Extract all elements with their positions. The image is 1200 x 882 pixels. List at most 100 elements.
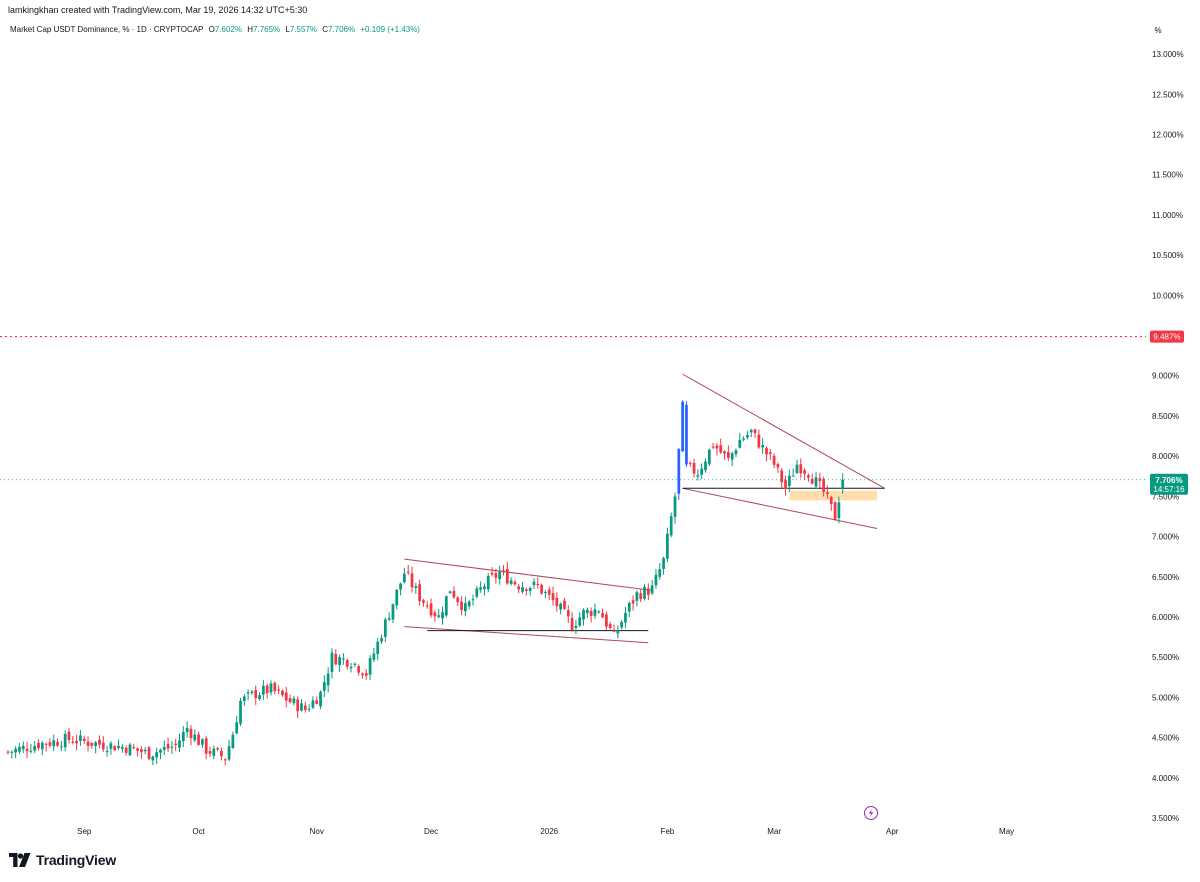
candle-body xyxy=(254,690,258,699)
candle-body xyxy=(536,583,540,585)
candle-body xyxy=(376,641,380,655)
candle-body xyxy=(300,703,303,711)
candle-body xyxy=(406,571,410,573)
candle-body xyxy=(105,751,109,753)
candle-body xyxy=(654,574,658,586)
price-axis[interactable]: % 13.000% 12.500% 12.000% 11.500% 11.000% 10.5… xyxy=(1152,26,1184,823)
candle-body xyxy=(513,581,517,585)
candle-body xyxy=(387,618,391,620)
price-tick-label: 12.000% xyxy=(1152,130,1184,139)
candle-body xyxy=(723,451,726,454)
candle-body xyxy=(90,742,94,746)
candle-body xyxy=(277,689,280,691)
candle-body xyxy=(246,692,250,694)
candle-body xyxy=(563,600,566,609)
candle-body xyxy=(63,733,67,748)
candle-body xyxy=(40,742,44,750)
time-tick-label: Feb xyxy=(660,827,674,836)
chart-footer xyxy=(0,845,1200,882)
tradingview-logo[interactable]: TradingView xyxy=(9,852,116,868)
candle-body xyxy=(734,450,738,455)
candle-body xyxy=(79,735,82,742)
candle-body xyxy=(113,746,117,751)
candle-body xyxy=(197,734,200,745)
candle-body xyxy=(216,748,220,750)
candle-body xyxy=(639,593,643,600)
price-badges: 9.487% 7.706%14:57:16 xyxy=(1150,330,1188,495)
candle-body xyxy=(151,756,155,761)
price-tick-label: 10.000% xyxy=(1152,291,1184,300)
candle-body xyxy=(422,600,425,603)
candle-body xyxy=(315,700,319,704)
candle-body xyxy=(669,516,673,536)
price-tick-label: 12.500% xyxy=(1152,90,1184,99)
trendline-drawing[interactable] xyxy=(682,373,885,489)
candle-body xyxy=(757,434,761,448)
candle-body xyxy=(597,611,601,613)
candle-body xyxy=(288,698,292,703)
candle-body xyxy=(239,700,242,724)
candle-body xyxy=(738,439,742,448)
candle-body xyxy=(521,587,524,592)
time-tick-label: Mar xyxy=(767,827,781,836)
candle-body xyxy=(372,653,376,660)
candle-body xyxy=(67,731,71,740)
candle-body xyxy=(574,625,578,628)
alert-price-badge[interactable] xyxy=(1150,330,1184,343)
candle-body xyxy=(726,452,730,458)
tradingview-logo-icon xyxy=(9,853,31,867)
candle-body xyxy=(772,455,776,465)
support-zone[interactable] xyxy=(789,490,878,501)
candle-body xyxy=(357,666,361,673)
candle-body xyxy=(82,738,86,741)
candle-body xyxy=(791,475,795,477)
lightning-icon[interactable] xyxy=(864,806,878,820)
candle-body xyxy=(334,653,338,665)
candle-body xyxy=(460,601,463,610)
candle-body xyxy=(532,581,536,586)
candle-body xyxy=(483,586,486,590)
candle-body xyxy=(730,453,734,460)
candle-body xyxy=(303,705,307,710)
candle-body xyxy=(650,585,654,594)
candle-body xyxy=(201,739,204,745)
candle-body xyxy=(547,589,551,595)
candle-body xyxy=(269,683,273,693)
candle-body xyxy=(242,696,246,701)
candle-body xyxy=(559,603,563,610)
candle-body xyxy=(14,748,17,753)
close-value: 7.706% xyxy=(328,25,356,34)
candle-body xyxy=(250,691,254,693)
candle-body xyxy=(776,464,780,468)
candle-body xyxy=(265,685,269,694)
candle-body xyxy=(258,695,261,700)
candle-body xyxy=(364,673,368,676)
candle-body xyxy=(768,452,772,455)
candle-body xyxy=(585,609,589,614)
candle-body xyxy=(677,449,681,494)
candle-body xyxy=(311,700,315,708)
price-tick-label: 10.500% xyxy=(1152,251,1184,260)
candle-body xyxy=(780,470,784,483)
candle-body xyxy=(624,612,627,623)
drawing-layer xyxy=(404,373,885,644)
symbol-name[interactable]: Market Cap USDT Dominance, % · 1D · CRYP… xyxy=(10,25,204,34)
candle-body xyxy=(52,740,56,747)
candle-body xyxy=(425,605,429,607)
trendline-drawing[interactable] xyxy=(404,558,653,591)
candle-body xyxy=(109,743,113,749)
candle-body xyxy=(322,682,326,691)
candlestick-chart[interactable]: % 13.000% 12.500% 12.000% 11.500% 11.000% 10.5… xyxy=(0,0,1200,845)
candle-body xyxy=(784,480,787,489)
candle-body xyxy=(223,759,227,761)
candle-body xyxy=(185,727,189,733)
price-tick-label: 11.000% xyxy=(1152,211,1183,220)
candle-body xyxy=(608,624,612,629)
price-tick-label: 5.000% xyxy=(1152,693,1179,702)
trendline-drawing[interactable] xyxy=(404,626,649,644)
candles-layer xyxy=(6,400,845,766)
candle-body xyxy=(807,475,810,478)
time-axis[interactable]: Sep Oct Nov Dec 2026 Feb Mar Apr May xyxy=(77,827,1014,836)
candle-body xyxy=(155,752,159,758)
trendline-drawing[interactable] xyxy=(682,487,878,530)
